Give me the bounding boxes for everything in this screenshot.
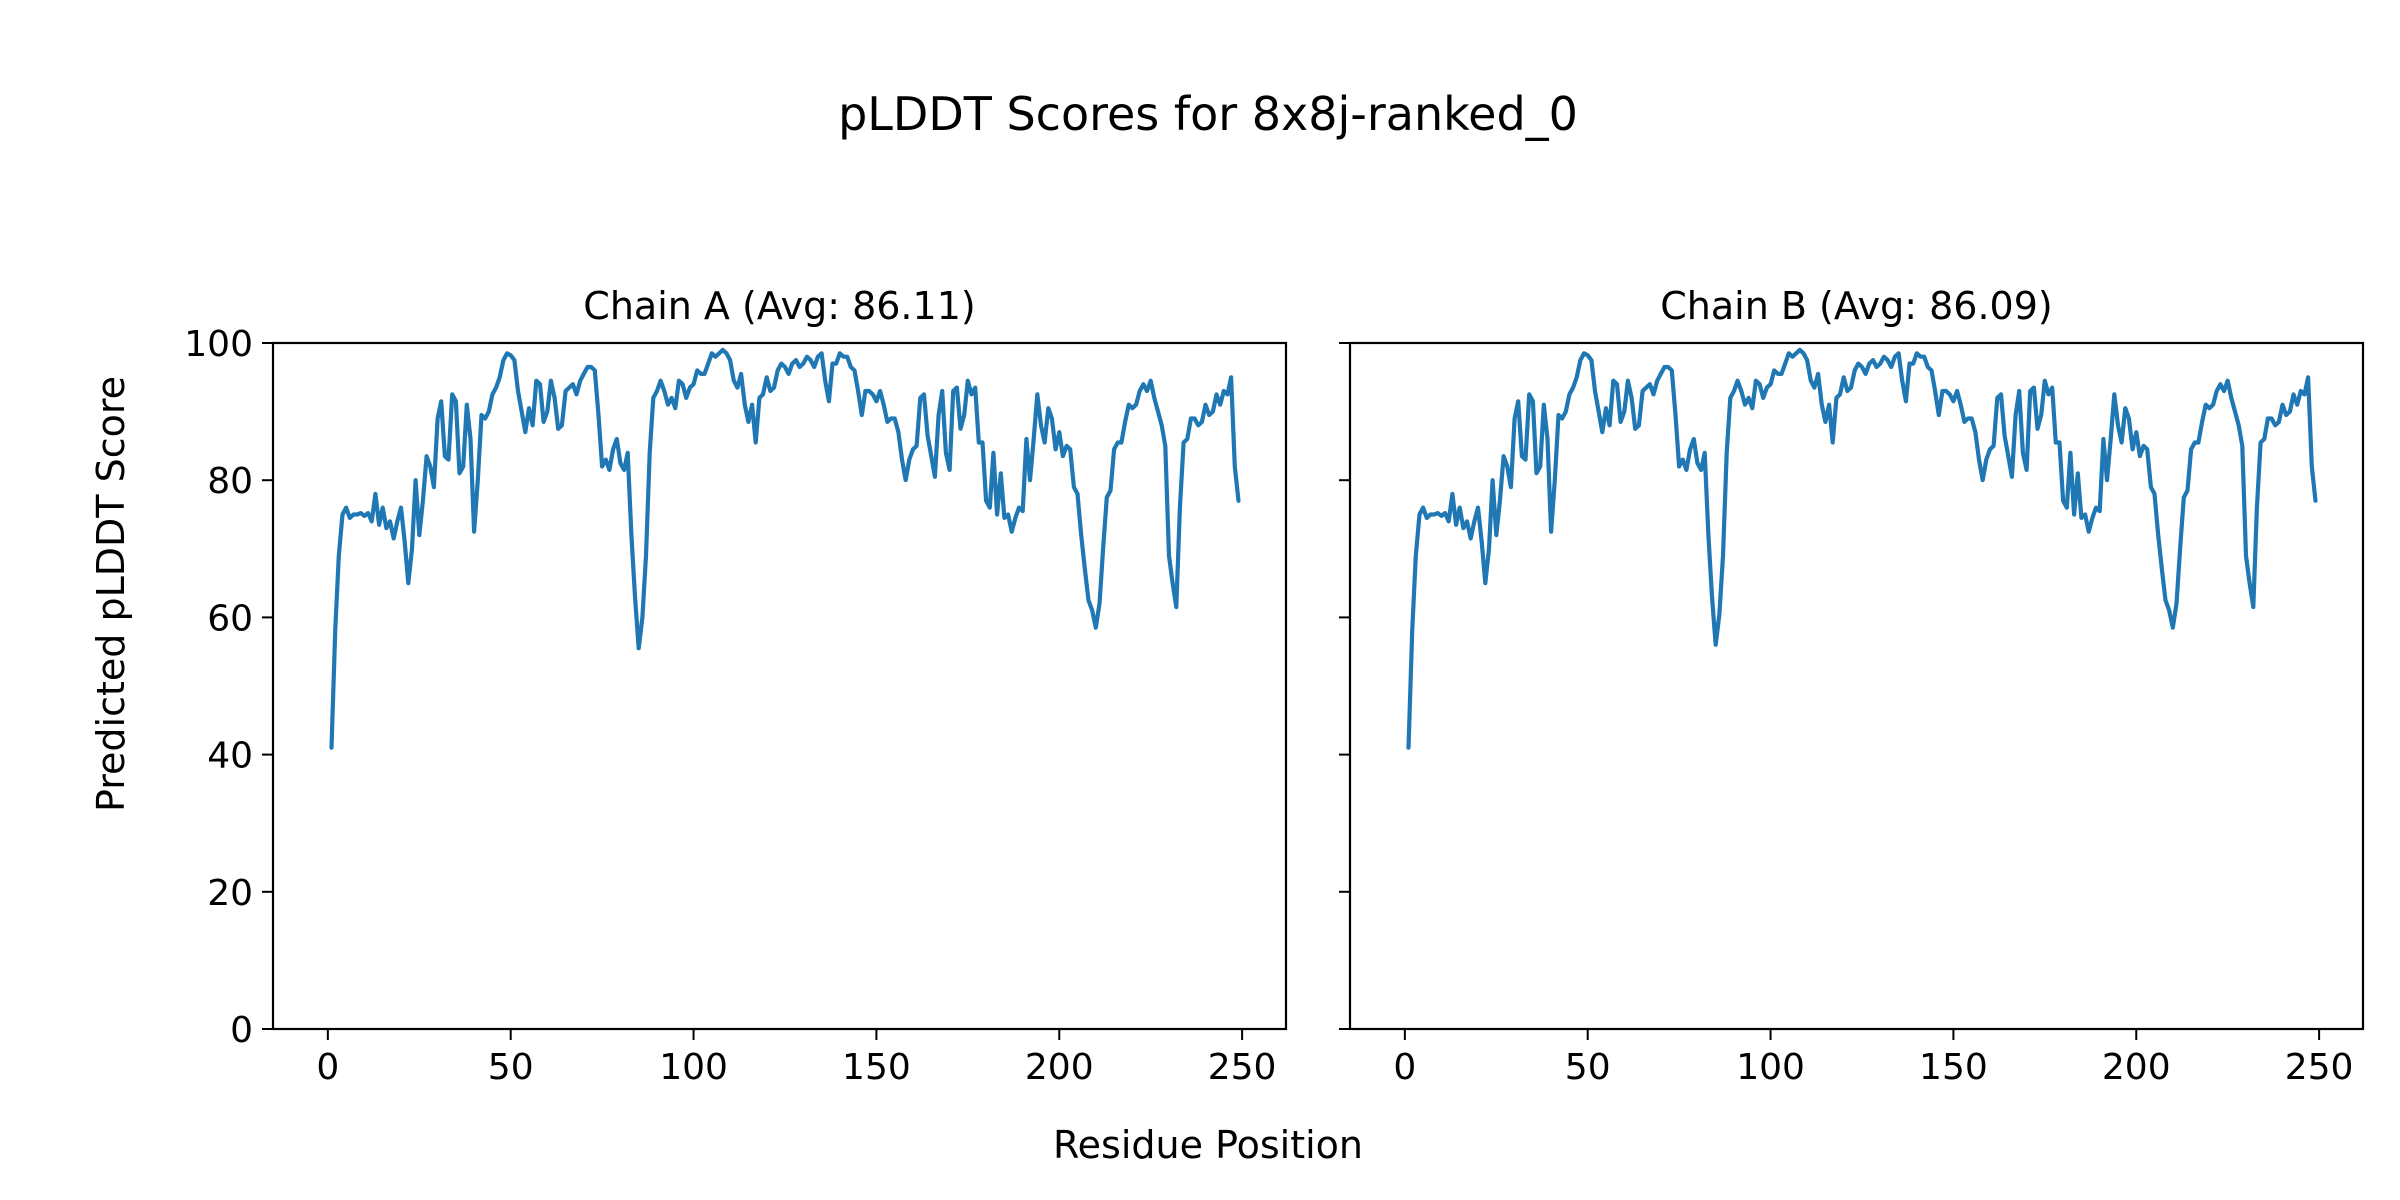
figure-y-label: Predicted pLDDT Score	[89, 376, 133, 812]
x-tick-label: 100	[659, 1047, 728, 1088]
x-tick-label: 50	[1565, 1047, 1611, 1088]
series-line	[329, 347, 1241, 750]
y-tick-label: 20	[207, 873, 253, 914]
y-tick-label: 100	[184, 324, 253, 365]
x-tick-label: 0	[316, 1047, 339, 1088]
figure-title: pLDDT Scores for 8x8j-ranked_0	[838, 87, 1578, 141]
x-tick-label: 50	[488, 1047, 534, 1088]
x-tick-label: 150	[1919, 1047, 1988, 1088]
series-line	[1406, 347, 2318, 750]
plot-frame	[271, 341, 1288, 1031]
y-tick-label: 80	[207, 461, 253, 502]
x-tick-label: 200	[1025, 1047, 1094, 1088]
panel-title: Chain B (Avg: 86.09)	[1660, 284, 2052, 328]
x-tick-label: 200	[2102, 1047, 2171, 1088]
chart-panel-chain-b: Chain B (Avg: 86.09) 0 50 100 150 200 250	[1339, 284, 2365, 1088]
x-tick-label: 150	[842, 1047, 911, 1088]
x-tick-label: 0	[1393, 1047, 1416, 1088]
y-tick-label: 60	[207, 598, 253, 639]
panel-title: Chain A (Avg: 86.11)	[583, 284, 975, 328]
plot-frame	[1348, 341, 2365, 1031]
x-tick-label: 250	[2285, 1047, 2354, 1088]
chart-panel-chain-a: Chain A (Avg: 86.11) 0 50 100 150 200 250 0 20 40…	[184, 284, 1288, 1088]
figure-x-label: Residue Position	[1053, 1123, 1363, 1167]
y-tick-label: 0	[230, 1010, 253, 1051]
x-tick-label: 250	[1208, 1047, 1277, 1088]
y-tick-label: 40	[207, 736, 253, 777]
x-tick-label: 100	[1736, 1047, 1805, 1088]
